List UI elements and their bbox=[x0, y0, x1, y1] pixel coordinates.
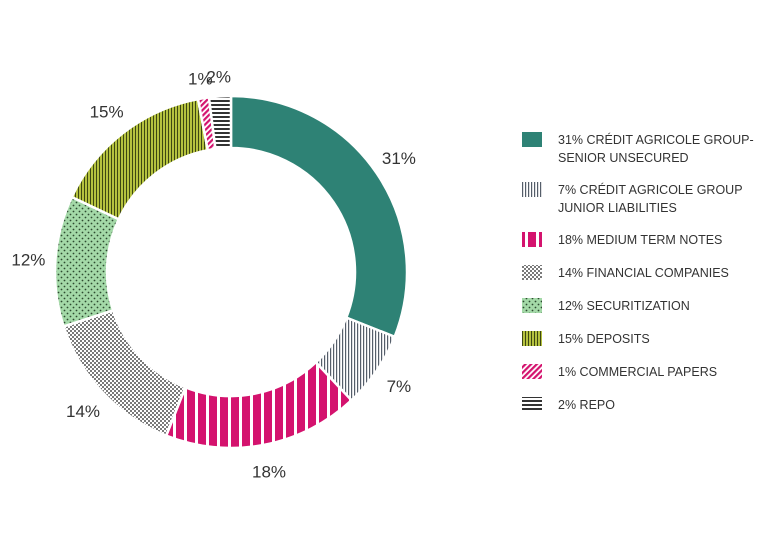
slice-medium-term-notes bbox=[164, 360, 354, 450]
legend-swatch-deposits bbox=[522, 331, 542, 346]
slice-cr-dit-agricole-group-senior-unsecured bbox=[229, 94, 409, 339]
legend-swatch-repo bbox=[522, 397, 542, 412]
labels-layer: 31% 7% 18% 14% 12% 15% 1%2% bbox=[11, 67, 416, 481]
legend-item-medium-term-notes: 18% MEDIUM TERM NOTES bbox=[522, 232, 722, 247]
slice-repo bbox=[207, 94, 233, 151]
slices-layer bbox=[53, 94, 409, 450]
legend-swatch-commercial-papers bbox=[522, 364, 542, 379]
legend-text-cr-dit-agricole-group-junior-liabilities: JUNIOR LIABILITIES bbox=[558, 201, 677, 215]
slice-label-deposits: 15% bbox=[90, 103, 124, 122]
legend-swatch-securitization bbox=[522, 298, 542, 313]
legend-text-commercial-papers: 1% COMMERCIAL PAPERS bbox=[558, 365, 717, 379]
legend-item-financial-companies: 14% FINANCIAL COMPANIES bbox=[522, 265, 729, 280]
legend-text-cr-dit-agricole-group-senior-unsecured: 31% CRÉDIT AGRICOLE GROUP- bbox=[558, 132, 754, 147]
slice-label-securitization: 12% bbox=[11, 250, 45, 269]
slice-label-commercial-papers: 1% bbox=[188, 69, 213, 88]
legend-swatch-cr-dit-agricole-group-senior-unsecured bbox=[522, 132, 542, 147]
legend-item-cr-dit-agricole-group-senior-unsecured: 31% CRÉDIT AGRICOLE GROUP- SENIOR UNSECUR… bbox=[522, 132, 754, 165]
legend-text-cr-dit-agricole-group-senior-unsecured: SENIOR UNSECURED bbox=[558, 151, 689, 165]
slice-securitization bbox=[53, 195, 121, 328]
legend-text-repo: 2% REPO bbox=[558, 398, 615, 412]
legend-text-deposits: 15% DEPOSITS bbox=[558, 332, 650, 346]
slice-label-financial-companies: 14% bbox=[66, 402, 100, 421]
slice-label-cr-dit-agricole-group-junior-liabilities: 7% bbox=[387, 377, 412, 396]
legend-item-deposits: 15% DEPOSITS bbox=[522, 331, 650, 346]
legend-text-cr-dit-agricole-group-junior-liabilities: 7% CRÉDIT AGRICOLE GROUP bbox=[558, 182, 743, 197]
slice-label-cr-dit-agricole-group-senior-unsecured: 31% bbox=[382, 149, 416, 168]
legend-swatch-financial-companies bbox=[522, 265, 542, 280]
legend-swatch-medium-term-notes bbox=[522, 232, 542, 247]
legend-item-repo: 2% REPO bbox=[522, 397, 615, 412]
legend-text-financial-companies: 14% FINANCIAL COMPANIES bbox=[558, 266, 729, 280]
legend-swatch-cr-dit-agricole-group-junior-liabilities bbox=[522, 182, 542, 197]
legend: 31% CRÉDIT AGRICOLE GROUP- SENIOR UNSECUR… bbox=[522, 132, 754, 412]
slice-label-medium-term-notes: 18% bbox=[252, 462, 286, 481]
legend-text-medium-term-notes: 18% MEDIUM TERM NOTES bbox=[558, 233, 722, 247]
legend-item-cr-dit-agricole-group-junior-liabilities: 7% CRÉDIT AGRICOLE GROUP JUNIOR LIABILITI… bbox=[522, 182, 743, 215]
legend-item-securitization: 12% SECURITIZATION bbox=[522, 298, 690, 313]
legend-text-securitization: 12% SECURITIZATION bbox=[558, 299, 690, 313]
slice-label-repo: 2% bbox=[206, 67, 231, 86]
legend-item-commercial-papers: 1% COMMERCIAL PAPERS bbox=[522, 364, 717, 379]
